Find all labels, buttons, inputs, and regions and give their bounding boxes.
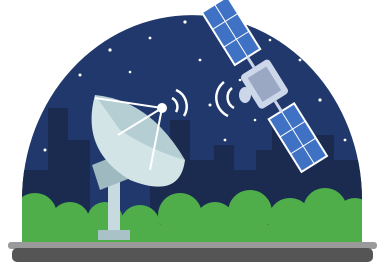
page (0, 0, 385, 274)
platform-top (8, 242, 377, 249)
dish-base (98, 230, 130, 240)
platform (12, 248, 373, 262)
illustration (0, 0, 385, 274)
